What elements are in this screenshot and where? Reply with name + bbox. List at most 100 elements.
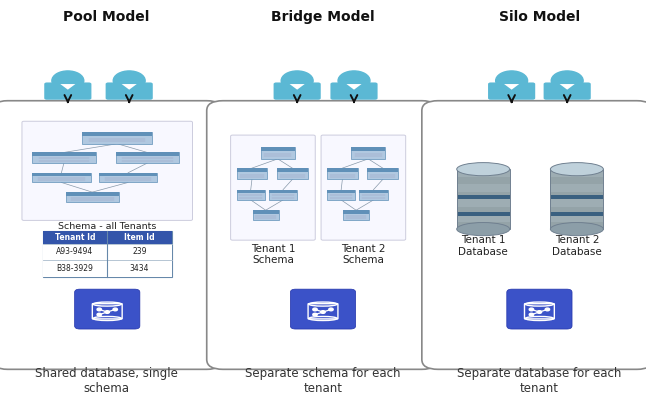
FancyBboxPatch shape — [550, 191, 603, 199]
Circle shape — [495, 71, 528, 90]
FancyBboxPatch shape — [44, 83, 92, 100]
Polygon shape — [60, 84, 76, 90]
FancyBboxPatch shape — [327, 168, 358, 172]
Text: 239: 239 — [132, 248, 147, 256]
Text: Schema - all Tenants: Schema - all Tenants — [58, 222, 156, 231]
FancyBboxPatch shape — [343, 210, 369, 214]
FancyBboxPatch shape — [550, 214, 603, 222]
FancyBboxPatch shape — [506, 289, 572, 329]
FancyBboxPatch shape — [236, 190, 265, 193]
Circle shape — [281, 71, 313, 90]
FancyBboxPatch shape — [550, 221, 603, 229]
Polygon shape — [559, 84, 575, 90]
FancyBboxPatch shape — [457, 214, 510, 222]
FancyBboxPatch shape — [291, 289, 355, 329]
Circle shape — [321, 311, 325, 313]
FancyBboxPatch shape — [236, 190, 265, 200]
FancyBboxPatch shape — [32, 152, 96, 156]
FancyBboxPatch shape — [544, 83, 591, 100]
Text: Separate schema for each
tenant: Separate schema for each tenant — [245, 367, 401, 395]
FancyBboxPatch shape — [351, 147, 385, 159]
Circle shape — [529, 313, 534, 316]
FancyBboxPatch shape — [32, 173, 90, 176]
FancyBboxPatch shape — [32, 152, 96, 163]
FancyBboxPatch shape — [66, 192, 119, 202]
Circle shape — [313, 308, 317, 311]
Text: Tenant Id: Tenant Id — [55, 233, 95, 242]
FancyBboxPatch shape — [327, 190, 355, 200]
FancyBboxPatch shape — [269, 190, 297, 200]
FancyBboxPatch shape — [457, 221, 510, 229]
Text: Tenant 1
Database: Tenant 1 Database — [458, 235, 508, 257]
FancyBboxPatch shape — [43, 260, 172, 276]
FancyBboxPatch shape — [0, 101, 223, 369]
FancyBboxPatch shape — [236, 168, 267, 172]
FancyBboxPatch shape — [116, 152, 179, 156]
FancyBboxPatch shape — [261, 147, 295, 159]
FancyBboxPatch shape — [66, 192, 119, 196]
FancyBboxPatch shape — [321, 135, 406, 240]
FancyBboxPatch shape — [277, 168, 307, 179]
FancyBboxPatch shape — [331, 83, 377, 100]
FancyBboxPatch shape — [343, 210, 369, 220]
FancyBboxPatch shape — [457, 176, 510, 184]
Circle shape — [97, 313, 101, 316]
Circle shape — [52, 71, 84, 90]
FancyBboxPatch shape — [253, 210, 278, 214]
FancyBboxPatch shape — [550, 206, 603, 214]
Circle shape — [529, 308, 534, 311]
Ellipse shape — [550, 222, 603, 236]
Circle shape — [537, 311, 541, 313]
FancyBboxPatch shape — [277, 168, 307, 172]
FancyBboxPatch shape — [457, 199, 510, 207]
FancyBboxPatch shape — [457, 195, 510, 199]
FancyBboxPatch shape — [457, 169, 510, 177]
FancyBboxPatch shape — [22, 121, 193, 220]
Circle shape — [105, 311, 109, 313]
Ellipse shape — [457, 163, 510, 176]
FancyBboxPatch shape — [116, 152, 179, 163]
FancyBboxPatch shape — [106, 83, 153, 100]
FancyBboxPatch shape — [550, 176, 603, 184]
Text: Separate database for each
tenant: Separate database for each tenant — [457, 367, 621, 395]
Circle shape — [545, 308, 550, 311]
FancyBboxPatch shape — [351, 147, 385, 151]
FancyBboxPatch shape — [550, 195, 603, 199]
FancyBboxPatch shape — [274, 83, 320, 100]
FancyBboxPatch shape — [207, 101, 438, 369]
FancyBboxPatch shape — [457, 212, 510, 216]
FancyBboxPatch shape — [231, 135, 315, 240]
FancyBboxPatch shape — [550, 212, 603, 216]
Text: Pool Model: Pool Model — [63, 10, 150, 24]
Polygon shape — [346, 84, 362, 90]
FancyBboxPatch shape — [457, 184, 510, 192]
Text: Bridge Model: Bridge Model — [271, 10, 375, 24]
FancyBboxPatch shape — [457, 191, 510, 199]
FancyBboxPatch shape — [327, 168, 358, 179]
FancyBboxPatch shape — [368, 168, 398, 179]
Circle shape — [113, 71, 145, 90]
FancyBboxPatch shape — [488, 83, 535, 100]
Circle shape — [313, 313, 317, 316]
FancyBboxPatch shape — [75, 289, 140, 329]
Circle shape — [97, 308, 101, 311]
Text: Tenant 1
Schema: Tenant 1 Schema — [251, 244, 295, 265]
Circle shape — [113, 308, 118, 311]
FancyBboxPatch shape — [550, 169, 603, 177]
FancyBboxPatch shape — [327, 190, 355, 193]
Ellipse shape — [457, 222, 510, 236]
Polygon shape — [504, 84, 519, 90]
FancyBboxPatch shape — [422, 101, 646, 369]
Text: A93-9494: A93-9494 — [56, 248, 94, 256]
FancyBboxPatch shape — [269, 190, 297, 193]
Text: Tenant 2
Database: Tenant 2 Database — [552, 235, 602, 257]
Circle shape — [551, 71, 583, 90]
Text: Shared database, single
schema: Shared database, single schema — [35, 367, 178, 395]
Ellipse shape — [550, 163, 603, 176]
Circle shape — [338, 71, 370, 90]
Text: B38-3929: B38-3929 — [56, 264, 94, 273]
FancyBboxPatch shape — [550, 184, 603, 192]
Text: Item Id: Item Id — [124, 233, 155, 242]
FancyBboxPatch shape — [236, 168, 267, 179]
FancyBboxPatch shape — [43, 231, 172, 244]
